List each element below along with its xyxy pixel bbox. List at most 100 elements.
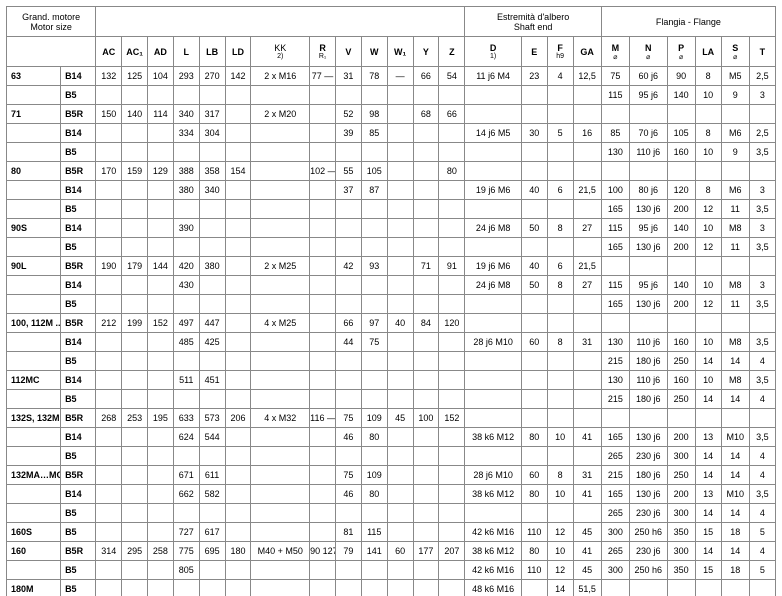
data-cell: 31 [335,67,361,86]
data-cell: 420 [173,257,199,276]
motor-size-cell [7,143,61,162]
data-cell [439,352,465,371]
data-cell: 10 [695,219,721,238]
data-cell: 350 [667,523,695,542]
data-cell: 200 [667,238,695,257]
data-cell: 14 [721,352,749,371]
data-cell: 3 [749,276,775,295]
table-row: B14624544468038 k6 M12801041165130 j6200… [7,428,776,447]
data-cell [439,580,465,596]
data-cell: M8 [721,333,749,352]
variant-cell: B14 [61,276,96,295]
data-cell [361,200,387,219]
data-cell: 5 [749,523,775,542]
data-cell: 100 [601,181,629,200]
data-cell [122,485,148,504]
data-cell [413,162,439,181]
data-cell: 31 [573,466,601,485]
data-cell [573,352,601,371]
data-cell [465,162,521,181]
data-cell: 120 [439,314,465,333]
data-cell [148,390,174,409]
data-cell: 38 k6 M12 [465,542,521,561]
data-cell: 6 [547,181,573,200]
data-cell [413,276,439,295]
data-cell: 207 [439,542,465,561]
variant-cell: B5 [61,238,96,257]
data-cell [225,580,251,596]
data-cell [413,561,439,580]
data-cell: 199 [122,314,148,333]
data-cell [465,390,521,409]
variant-cell: B5 [61,295,96,314]
variant-cell: B5R [61,542,96,561]
data-cell [173,86,199,105]
data-cell: 19 j6 M6 [465,257,521,276]
data-cell: 265 [601,542,629,561]
data-cell: 8 [547,466,573,485]
data-cell [335,561,361,580]
data-cell [521,105,547,124]
data-cell: 109 [361,466,387,485]
data-cell [413,466,439,485]
data-cell [387,428,413,447]
data-cell [96,390,122,409]
data-cell: 300 [667,447,695,466]
data-cell [251,200,310,219]
motor-size-cell: 80 [7,162,61,181]
data-cell: 80 [439,162,465,181]
data-cell [122,580,148,596]
col-17: M⌀ [601,37,629,67]
data-cell [439,200,465,219]
data-cell: 300 [601,561,629,580]
col-16: GA [573,37,601,67]
data-cell [96,86,122,105]
data-cell [199,238,225,257]
data-cell [199,561,225,580]
variant-cell: B5R [61,314,96,333]
data-cell: 19 j6 M6 [465,181,521,200]
data-cell: 104 [148,67,174,86]
col-5: LD [225,37,251,67]
data-cell [465,504,521,523]
data-cell: 60 [521,466,547,485]
data-cell [96,333,122,352]
data-cell [122,219,148,238]
data-cell [547,390,573,409]
data-cell: 41 [573,542,601,561]
data-cell: 18 [721,523,749,542]
data-cell [413,523,439,542]
data-cell [547,162,573,181]
data-cell: 268 [96,409,122,428]
data-cell [225,447,251,466]
data-cell [439,86,465,105]
data-cell: 179 [122,257,148,276]
data-cell [749,314,775,333]
data-cell: 624 [173,428,199,447]
data-cell: 27 [573,276,601,295]
data-cell: 52 [335,105,361,124]
data-cell [465,143,521,162]
data-cell [547,200,573,219]
table-row: 63B141321251042932701422 x M1677 —3178—6… [7,67,776,86]
data-cell [148,333,174,352]
data-cell [173,504,199,523]
data-cell [387,124,413,143]
data-cell: 165 [601,238,629,257]
data-cell [721,105,749,124]
data-cell [335,295,361,314]
col-7: RR₁ [310,37,336,67]
data-cell [122,561,148,580]
table-row: 80B5R170159129388358154102 —5510580 [7,162,776,181]
data-cell: 160 [667,371,695,390]
data-cell: 42 k6 M16 [465,523,521,542]
data-cell [225,371,251,390]
data-cell: 4 [749,466,775,485]
data-cell: 388 [173,162,199,181]
data-cell: 2 x M16 [251,67,310,86]
data-cell: 66 [439,105,465,124]
data-cell [225,200,251,219]
data-cell: 14 [695,542,721,561]
hdr-shaft: Estremità d'albero Shaft end [465,7,601,37]
data-cell [173,447,199,466]
